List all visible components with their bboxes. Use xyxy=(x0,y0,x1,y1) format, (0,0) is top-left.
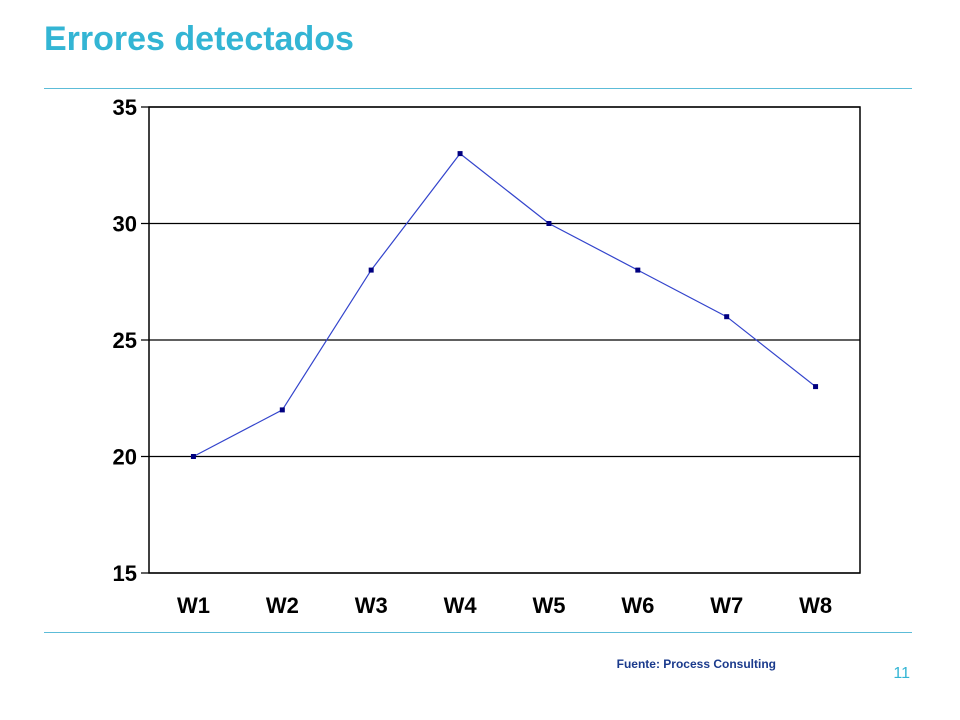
top-divider xyxy=(44,88,912,89)
x-tick-label: W6 xyxy=(621,593,654,618)
data-point xyxy=(190,454,196,459)
y-tick-label: 15 xyxy=(113,561,137,586)
source-note: Fuente: Process Consulting xyxy=(616,657,776,671)
slide-title: Errores detectados xyxy=(44,20,354,58)
data-point xyxy=(724,314,730,320)
x-tick-label: W4 xyxy=(444,593,478,618)
data-point xyxy=(279,407,285,413)
x-tick-label: W8 xyxy=(799,593,832,618)
data-point xyxy=(546,221,552,226)
series-line xyxy=(193,152,816,458)
y-tick-label: 30 xyxy=(113,212,137,237)
data-point xyxy=(635,267,641,273)
data-point xyxy=(457,151,463,157)
data-point xyxy=(813,384,819,390)
y-tick-label: 20 xyxy=(113,445,137,470)
x-tick-label: W1 xyxy=(177,593,210,618)
page-number: 11 xyxy=(893,665,910,682)
bottom-divider xyxy=(44,632,912,633)
y-tick-label: 25 xyxy=(113,328,137,353)
data-point xyxy=(368,267,374,273)
x-tick-label: W5 xyxy=(532,593,565,618)
y-tick-label: 35 xyxy=(113,95,137,120)
x-tick-label: W2 xyxy=(266,593,299,618)
x-tick-label: W7 xyxy=(710,593,743,618)
x-tick-label: W3 xyxy=(355,593,388,618)
